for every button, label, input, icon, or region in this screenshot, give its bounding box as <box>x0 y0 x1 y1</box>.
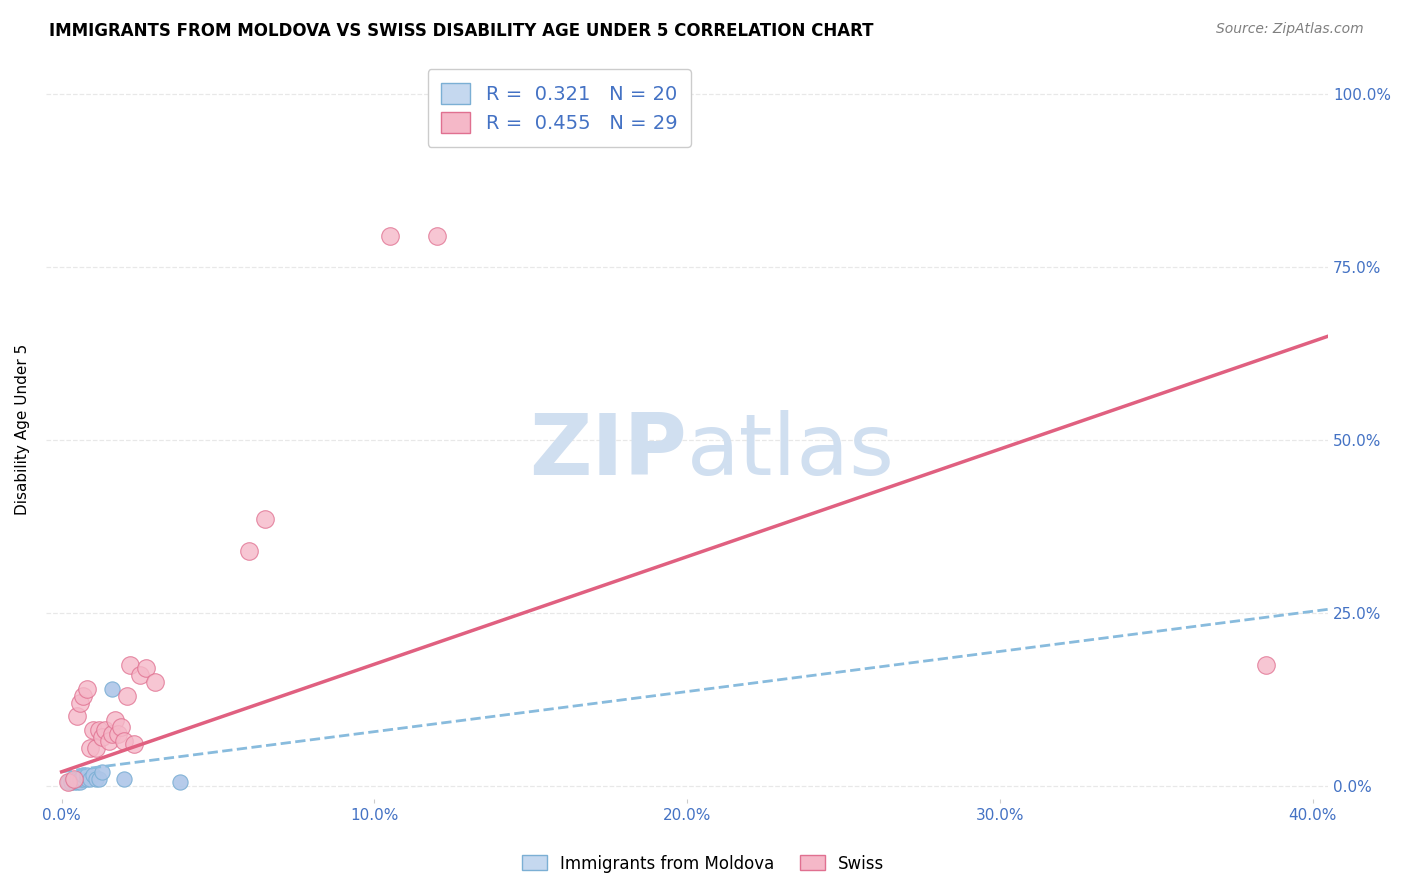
Point <box>94 723 117 738</box>
Text: ZIP: ZIP <box>529 410 688 493</box>
Point <box>79 772 101 786</box>
Point <box>82 768 104 782</box>
Point <box>238 543 260 558</box>
Point <box>76 772 98 786</box>
Point <box>135 661 157 675</box>
Point <box>120 657 142 672</box>
Point <box>117 689 139 703</box>
Point <box>59 775 82 789</box>
Point <box>89 723 111 738</box>
Text: Source: ZipAtlas.com: Source: ZipAtlas.com <box>1216 22 1364 37</box>
Point <box>63 772 86 786</box>
Point <box>97 733 120 747</box>
Point <box>69 772 91 786</box>
Point <box>84 740 107 755</box>
Point <box>76 768 98 782</box>
Point <box>91 764 114 779</box>
Point <box>1254 657 1277 672</box>
Point <box>100 681 122 696</box>
Point <box>66 709 89 723</box>
Point <box>72 768 94 782</box>
Point <box>69 696 91 710</box>
Point <box>72 689 94 703</box>
Point <box>169 775 191 789</box>
Point <box>145 674 167 689</box>
Point <box>63 772 86 786</box>
Point <box>122 737 145 751</box>
Point <box>112 772 135 786</box>
Point <box>56 775 79 789</box>
Point <box>66 772 89 786</box>
Point <box>69 775 91 789</box>
Point <box>56 775 79 789</box>
Point <box>426 228 449 243</box>
Point <box>104 713 127 727</box>
Point <box>91 730 114 744</box>
Point <box>107 727 129 741</box>
Point <box>84 772 107 786</box>
Point <box>100 727 122 741</box>
Point <box>72 772 94 786</box>
Point <box>66 775 89 789</box>
Point <box>79 740 101 755</box>
Y-axis label: Disability Age Under 5: Disability Age Under 5 <box>15 344 30 516</box>
Legend: R =  0.321   N = 20, R =  0.455   N = 29: R = 0.321 N = 20, R = 0.455 N = 29 <box>427 70 692 146</box>
Point <box>82 723 104 738</box>
Text: atlas: atlas <box>688 410 896 493</box>
Text: IMMIGRANTS FROM MOLDOVA VS SWISS DISABILITY AGE UNDER 5 CORRELATION CHART: IMMIGRANTS FROM MOLDOVA VS SWISS DISABIL… <box>49 22 873 40</box>
Point <box>89 772 111 786</box>
Point <box>378 228 401 243</box>
Point <box>128 668 150 682</box>
Point <box>253 512 276 526</box>
Point <box>112 733 135 747</box>
Point <box>63 775 86 789</box>
Point <box>76 681 98 696</box>
Legend: Immigrants from Moldova, Swiss: Immigrants from Moldova, Swiss <box>515 848 891 880</box>
Point <box>110 720 132 734</box>
